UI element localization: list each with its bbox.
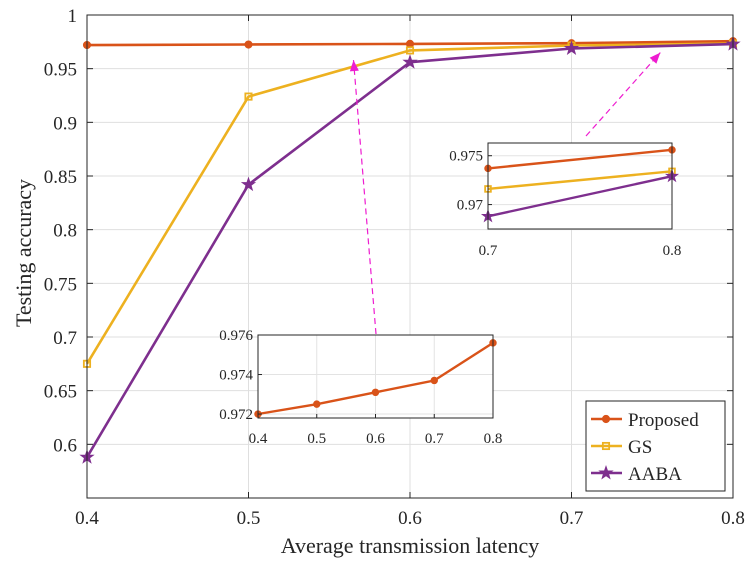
legend-entry-proposed: Proposed bbox=[591, 410, 699, 431]
inset-y-tick-label-0-975: 0.975 bbox=[449, 149, 483, 165]
inset-y-tick-label-0-974: 0.974 bbox=[219, 368, 253, 384]
y-tick-label-0-8: 0.8 bbox=[53, 221, 77, 242]
x-tick-label-0-7: 0.7 bbox=[560, 508, 584, 529]
inset-point-proposed-1 bbox=[313, 400, 321, 408]
y-tick-label-0-95: 0.95 bbox=[44, 60, 77, 81]
inset-line-gs bbox=[487, 170, 673, 191]
y-tick-label-0-7: 0.7 bbox=[53, 328, 77, 349]
inset-y-tick-label-0-972: 0.972 bbox=[219, 407, 253, 423]
y-tick-label-0-9: 0.9 bbox=[53, 113, 77, 134]
zoom-arrow-high-latency-head bbox=[649, 52, 661, 64]
inset-x-tick-label-0-4: 0.4 bbox=[249, 431, 268, 447]
inset-x-tick-label-0-8: 0.8 bbox=[484, 431, 503, 447]
y-axis-label: Testing accuracy bbox=[11, 179, 36, 327]
legend-marker-gs bbox=[601, 441, 611, 451]
data-point-aaba-3 bbox=[563, 40, 580, 56]
series-aaba bbox=[79, 36, 741, 464]
zoom-arrow-proposed-head bbox=[349, 60, 359, 72]
inset-x-tick-label-0-7: 0.7 bbox=[479, 243, 498, 259]
legend-marker-proposed bbox=[601, 414, 611, 424]
x-tick-label-0-4: 0.4 bbox=[75, 508, 99, 529]
data-point-aaba-2 bbox=[402, 54, 418, 69]
y-tick-label-1: 1 bbox=[68, 6, 78, 27]
inset-y-tick-label-0-976: 0.976 bbox=[219, 328, 253, 344]
y-tick-label-0-65: 0.65 bbox=[44, 382, 77, 403]
inset-x-tick-label-0-6: 0.6 bbox=[366, 431, 385, 447]
x-tick-label-0-6: 0.6 bbox=[398, 508, 422, 529]
series-line-gs bbox=[85, 42, 734, 365]
x-tick-label-0-5: 0.5 bbox=[237, 508, 261, 529]
data-point-gs-2 bbox=[405, 46, 415, 55]
y-tick-label-0-85: 0.85 bbox=[44, 167, 77, 188]
legend-label-proposed: Proposed bbox=[628, 410, 699, 431]
inset-line-aaba bbox=[487, 175, 673, 218]
y-tick-label-0-75: 0.75 bbox=[44, 274, 77, 295]
inset-point-proposed-3 bbox=[430, 376, 438, 385]
inset-frame bbox=[487, 142, 673, 230]
legend-marker-aaba bbox=[598, 464, 614, 480]
legend-label-aaba: AABA bbox=[628, 464, 682, 485]
legend-entry-gs: GS bbox=[591, 437, 652, 458]
data-point-aaba-1 bbox=[240, 176, 257, 192]
x-axis-label: Average transmission latency bbox=[281, 533, 540, 558]
inset-zoom-proposed: 0.4 0.5 0.6 0.7 0.8 0.972 0.974 0.976 bbox=[219, 328, 502, 447]
inset-zoom-high-latency: 0.7 0.8 0.97 0.975 bbox=[449, 142, 682, 259]
legend-entry-aaba: AABA bbox=[591, 464, 682, 485]
inset-point-proposed-2 bbox=[371, 388, 380, 397]
inset-line-proposed bbox=[487, 148, 673, 170]
data-point-gs-1 bbox=[244, 92, 253, 101]
data-point-proposed-1 bbox=[244, 40, 253, 49]
zoom-arrow-high-latency-line bbox=[585, 52, 661, 137]
inset-x-tick-label-0-5: 0.5 bbox=[307, 431, 326, 447]
inset-x-tick-label-0-8: 0.8 bbox=[663, 243, 682, 259]
inset-x-tick-label-0-7: 0.7 bbox=[425, 431, 444, 447]
inset-y-tick-label-0-97: 0.97 bbox=[457, 198, 484, 214]
zoom-arrow-proposed-line bbox=[352, 60, 377, 335]
y-tick-label-0-6: 0.6 bbox=[53, 435, 77, 456]
legend-label-gs: GS bbox=[628, 437, 652, 458]
x-tick-label-0-8: 0.8 bbox=[721, 508, 745, 529]
